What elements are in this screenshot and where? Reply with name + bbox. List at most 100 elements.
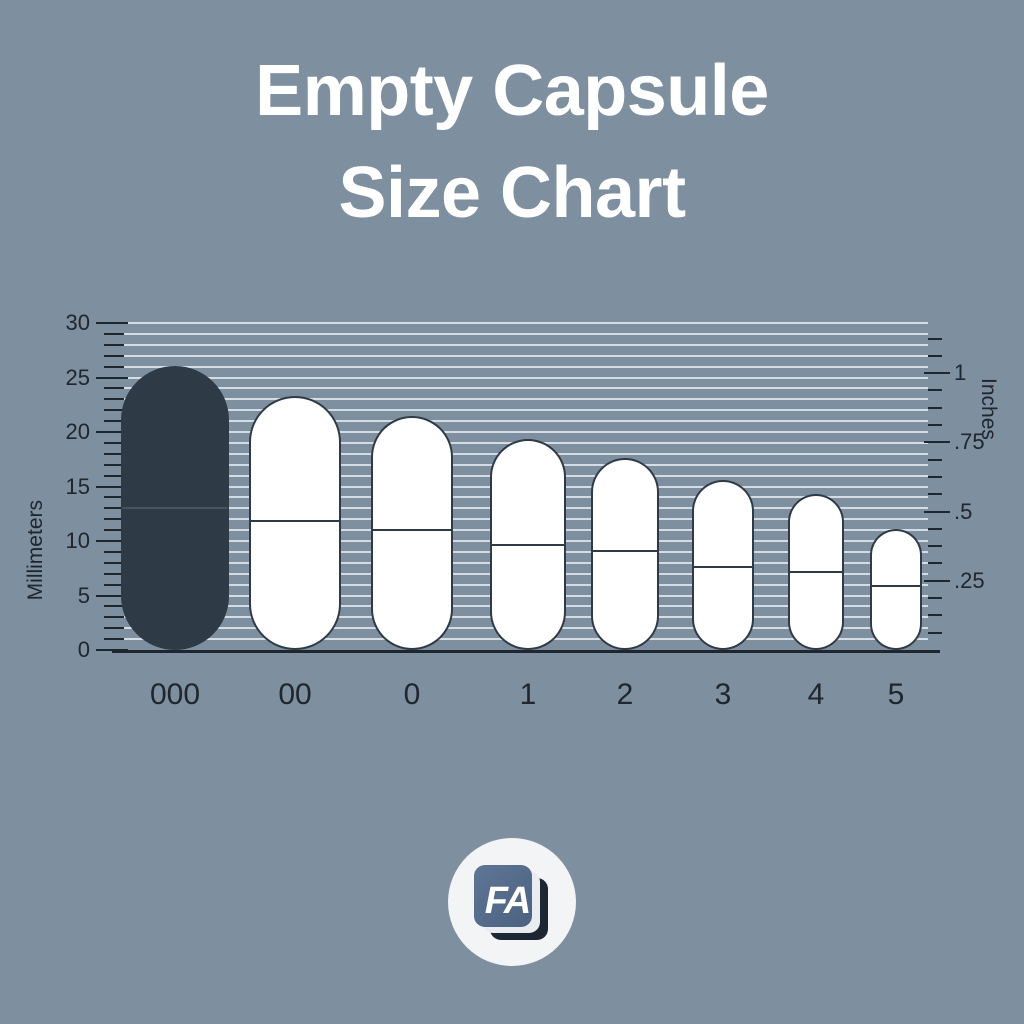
gridline xyxy=(112,409,928,412)
y-axis-minor-tick xyxy=(104,529,124,532)
y-axis-minor-tick xyxy=(104,354,124,357)
category-label-00: 00 xyxy=(278,678,312,711)
category-label-4: 4 xyxy=(807,678,825,711)
y2-axis-title-inches: Inches xyxy=(977,378,1000,440)
y2-axis-tick-label-.25: .25 xyxy=(954,567,985,593)
capsule-cap-000 xyxy=(121,365,229,509)
y-axis-tick-label-15: 15 xyxy=(65,473,90,499)
gridline xyxy=(112,332,928,335)
y-axis-major-tick xyxy=(96,322,128,324)
y-axis-minor-tick xyxy=(104,343,124,346)
title-line-2: Size Chart xyxy=(338,153,686,234)
y-axis-tick-label-25: 25 xyxy=(65,364,90,390)
capsule-body-2 xyxy=(590,550,660,650)
y-axis-minor-tick xyxy=(104,550,124,553)
y2-axis-major-tick xyxy=(924,441,950,444)
y2-axis-minor-tick xyxy=(928,631,942,634)
y-axis-major-tick xyxy=(96,485,128,488)
y-axis-minor-tick xyxy=(104,474,124,477)
gridline xyxy=(112,365,928,368)
capsule-cap-1 xyxy=(490,438,566,546)
y-axis-minor-tick xyxy=(104,420,124,423)
title-line-1: Empty Capsule xyxy=(255,51,769,131)
capsule-cap-3 xyxy=(692,479,754,568)
y2-axis-minor-tick xyxy=(928,475,942,478)
y-axis-major-tick xyxy=(96,376,128,379)
capsule-body-1 xyxy=(490,545,566,650)
gridline xyxy=(112,343,928,346)
y-axis-minor-tick xyxy=(104,441,124,444)
y2-axis-minor-tick xyxy=(928,614,942,617)
gridline xyxy=(112,431,928,433)
capsule-body-000 xyxy=(121,508,229,650)
y-axis-minor-tick xyxy=(104,398,124,401)
capsule-000 xyxy=(121,365,229,650)
category-label-000: 000 xyxy=(149,678,201,711)
y2-axis-tick-label-1: 1 xyxy=(954,360,967,386)
capsule-1 xyxy=(490,438,566,650)
capsule-2 xyxy=(590,458,660,650)
y-axis-tick-label-0: 0 xyxy=(77,637,90,662)
category-label-3: 3 xyxy=(714,678,732,711)
y-axis-minor-tick xyxy=(104,452,124,455)
capsule-body-0 xyxy=(370,530,454,650)
y2-axis-minor-tick xyxy=(928,406,942,409)
y-axis-major-tick xyxy=(96,594,128,597)
y-axis-tick-label-30: 30 xyxy=(65,310,90,335)
y2-axis-major-tick xyxy=(924,510,950,513)
gridline xyxy=(112,322,928,324)
capsule-body-3 xyxy=(692,567,754,650)
y-axis-minor-tick xyxy=(104,496,124,499)
y2-axis-minor-tick xyxy=(928,562,942,565)
capsule-3 xyxy=(692,479,754,650)
capsule-cap-2 xyxy=(590,458,660,551)
y2-axis-tick-label-.5: .5 xyxy=(954,498,973,524)
gridline xyxy=(112,354,928,357)
y-axis-minor-tick xyxy=(104,463,124,466)
y-axis-minor-tick xyxy=(104,387,124,390)
y-axis-minor-tick xyxy=(104,638,124,641)
y-axis-minor-tick xyxy=(104,365,124,368)
capsule-cap-5 xyxy=(870,529,922,586)
capsule-cap-0 xyxy=(370,415,454,531)
x-axis-baseline xyxy=(112,650,940,653)
y-axis-minor-tick xyxy=(104,518,124,521)
capsule-cap-00 xyxy=(248,396,342,522)
y2-axis-tick-label-.75: .75 xyxy=(954,429,985,455)
y-axis-minor-tick xyxy=(104,572,124,575)
capsule-5 xyxy=(870,529,922,650)
y2-axis-major-tick xyxy=(924,372,950,375)
capsule-cap-4 xyxy=(788,494,844,572)
y2-axis-minor-tick xyxy=(928,389,942,392)
y2-axis-minor-tick xyxy=(928,545,942,548)
y-axis-minor-tick xyxy=(104,616,124,619)
category-label-1: 1 xyxy=(519,678,537,711)
category-label-5: 5 xyxy=(887,678,905,711)
capsule-4 xyxy=(788,494,844,650)
y-axis-minor-tick xyxy=(104,332,124,335)
category-label-2: 2 xyxy=(616,678,634,711)
capsule-body-00 xyxy=(248,521,342,650)
y2-axis-minor-tick xyxy=(928,493,942,496)
y-axis-tick-label-5: 5 xyxy=(77,582,90,608)
capsule-0 xyxy=(370,415,454,650)
capsule-body-4 xyxy=(788,571,844,650)
gridline xyxy=(112,420,928,423)
y-axis-minor-tick xyxy=(104,627,124,630)
brand-logo[interactable]: FA xyxy=(448,838,576,966)
y2-axis-minor-tick xyxy=(928,424,942,427)
capsule-00 xyxy=(248,396,342,650)
category-label-0: 0 xyxy=(403,678,421,711)
y-axis-tick-label-20: 20 xyxy=(65,419,90,444)
y2-axis-major-tick xyxy=(924,579,950,582)
logo-sheet-front-icon xyxy=(474,865,532,927)
y2-axis-minor-tick xyxy=(928,527,942,530)
y2-axis-minor-tick xyxy=(928,597,942,600)
y-axis-minor-tick xyxy=(104,507,124,510)
y2-axis-minor-tick xyxy=(928,458,942,461)
y-axis-title-millimeters: Millimeters xyxy=(24,500,47,601)
y-axis-minor-tick xyxy=(104,409,124,412)
gridline xyxy=(112,398,928,401)
